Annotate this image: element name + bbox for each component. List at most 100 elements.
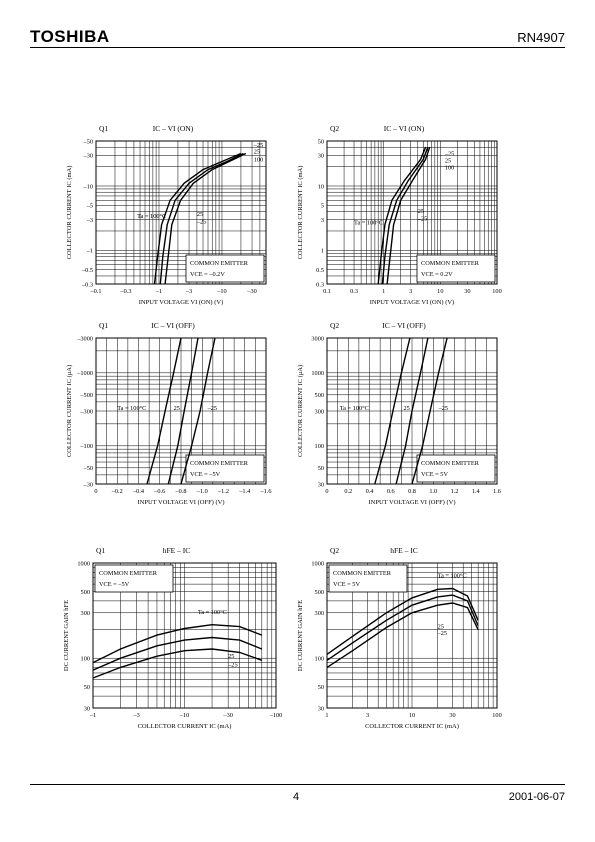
plot-frame <box>92 562 277 709</box>
curve-label: Ta = 100°C <box>340 405 369 412</box>
y-tick-label: –3 <box>86 217 93 224</box>
y-tick-label: 30 <box>84 705 90 712</box>
legend-box <box>328 564 408 593</box>
legend-line: VCE = 5V <box>421 471 448 478</box>
y-tick-label: 100 <box>315 656 324 663</box>
curve-label: 25 <box>228 653 234 660</box>
y-axis-label: COLLECTOR CURRENT IC (mA) <box>297 166 304 260</box>
x-tick-label: 3 <box>366 712 369 719</box>
series-line <box>164 152 247 285</box>
y-tick-label: 50 <box>84 684 90 691</box>
x-tick-label: 100 <box>492 712 501 719</box>
legend-line: COMMON EMITTER <box>99 570 158 577</box>
chart-3: 0 –0.2 –0.4 –0.6 –0.8 –1.0 –1.2 –1.4 –1.6 –30 –50 –… <box>66 321 272 506</box>
chart-title: IC – VI (OFF) <box>382 321 426 330</box>
x-tick-label: –3 <box>133 712 140 719</box>
legend-line: VCE = 0.2V <box>421 271 453 278</box>
x-tick-label: –10 <box>179 712 189 719</box>
chart-5: –1 –3 –10 –30 –100 30 50 100 300 500 1000 Q1 hFE – I… <box>63 546 282 730</box>
y-tick-label: –3000 <box>76 335 93 342</box>
curve-label: Ta = 100°C <box>354 220 383 227</box>
chart-1: –0.1 –0.3 –1 –3 –10 –30–0.3–0.5–1–3–5–10–30–5… <box>66 124 267 306</box>
legend-box <box>185 254 265 283</box>
y-tick-label: 30 <box>318 705 324 712</box>
x-tick-label: 30 <box>449 712 455 719</box>
y-tick-label: –1 <box>86 248 93 255</box>
y-tick-label: 1 <box>321 248 324 255</box>
curve-label: –25 <box>227 661 237 668</box>
y-axis-label: DC CURRENT GAIN hFE <box>63 600 70 671</box>
y-tick-label: 500 <box>81 589 90 596</box>
y-tick-label: 30 <box>318 481 324 488</box>
y-tick-label: –50 <box>83 138 93 145</box>
footer-rule <box>30 784 565 785</box>
x-tick-label: –1.2 <box>217 488 229 495</box>
curve-label: –25 <box>417 216 427 223</box>
x-axis-label: INPUT VOLTAGE VI (ON) (V) <box>370 299 454 306</box>
curve-label: 25 <box>254 148 260 155</box>
plot-frame <box>326 562 498 709</box>
y-axis-label: COLLECTOR CURRENT IC (μA) <box>66 365 73 457</box>
legend-box <box>94 564 174 593</box>
chart-title: IC – VI (OFF) <box>151 321 195 330</box>
x-tick-label: 10 <box>437 288 443 295</box>
x-tick-label: 0.2 <box>344 488 352 495</box>
y-axis-label: COLLECTOR CURRENT IC (μA) <box>297 365 304 457</box>
y-tick-label: 30 <box>318 153 324 160</box>
legend-line: VCE = –0.2V <box>190 271 225 278</box>
legend-line: VCE = –5V <box>99 581 130 588</box>
legend-box <box>185 454 265 483</box>
document-date: 2001-06-07 <box>508 791 565 803</box>
x-tick-label: –30 <box>246 288 256 295</box>
series-line <box>153 152 242 285</box>
x-tick-label: –0.8 <box>174 488 186 495</box>
series-line <box>167 337 199 485</box>
y-tick-label: 300 <box>315 408 324 415</box>
curve-label: 25 <box>418 208 424 215</box>
curve-label: –25 <box>444 150 454 157</box>
x-axis-label: COLLECTOR CURRENT IC (mA) <box>365 723 459 730</box>
y-tick-label: 1000 <box>311 370 324 377</box>
curve-label: 25 <box>174 405 180 412</box>
y-tick-label: 500 <box>315 589 324 596</box>
x-tick-label: –1 <box>89 712 96 719</box>
series-line <box>180 337 216 485</box>
chart-title: hFE – IC <box>390 546 418 555</box>
transistor-label: Q2 <box>330 546 339 555</box>
transistor-label: Q1 <box>99 321 108 330</box>
x-axis-label: INPUT VOLTAGE VI (ON) (V) <box>139 299 223 306</box>
x-tick-label: –0.4 <box>132 488 145 495</box>
legend-line: COMMON EMITTER <box>421 460 480 467</box>
x-tick-label: 0.4 <box>366 488 375 495</box>
y-tick-label: –0.3 <box>81 281 93 288</box>
transistor-label: Q1 <box>96 546 105 555</box>
series-line <box>326 587 479 655</box>
x-tick-label: 3 <box>409 288 412 295</box>
legend-box <box>416 454 496 483</box>
y-tick-label: 5 <box>321 203 324 210</box>
part-number: RN4907 <box>517 30 565 45</box>
x-tick-label: –1.4 <box>238 488 251 495</box>
y-tick-label: –500 <box>79 392 93 399</box>
x-tick-label: –0.3 <box>120 288 132 295</box>
legend-box <box>416 254 496 283</box>
chart-6: 1 3 10 30 100 30 50 100 300 500 1000 Q2 hFE – IC COLL… <box>297 546 502 730</box>
series-line <box>386 146 431 285</box>
header-rule <box>30 47 565 48</box>
curve-label: Ta = 100°C <box>198 609 227 616</box>
y-tick-label: –50 <box>83 465 93 472</box>
x-tick-label: –0.2 <box>111 488 123 495</box>
y-tick-label: –30 <box>83 153 93 160</box>
curve-label: 25 <box>445 158 451 165</box>
x-axis-label: INPUT VOLTAGE VI (OFF) (V) <box>138 499 225 506</box>
x-tick-label: 0 <box>325 488 328 495</box>
series-line <box>92 648 263 679</box>
curve-label: –25 <box>437 630 447 637</box>
chart-4: 0 0.2 0.4 0.6 0.8 1.0 1.2 1.4 1.6 30 50 100 300 500 10… <box>297 321 501 506</box>
y-tick-label: 300 <box>315 610 324 617</box>
y-tick-label: 100 <box>81 656 90 663</box>
y-tick-label: –300 <box>79 408 93 415</box>
y-tick-label: 0.5 <box>316 267 324 274</box>
y-tick-label: 0.3 <box>316 281 324 288</box>
y-tick-label: –30 <box>83 481 93 488</box>
